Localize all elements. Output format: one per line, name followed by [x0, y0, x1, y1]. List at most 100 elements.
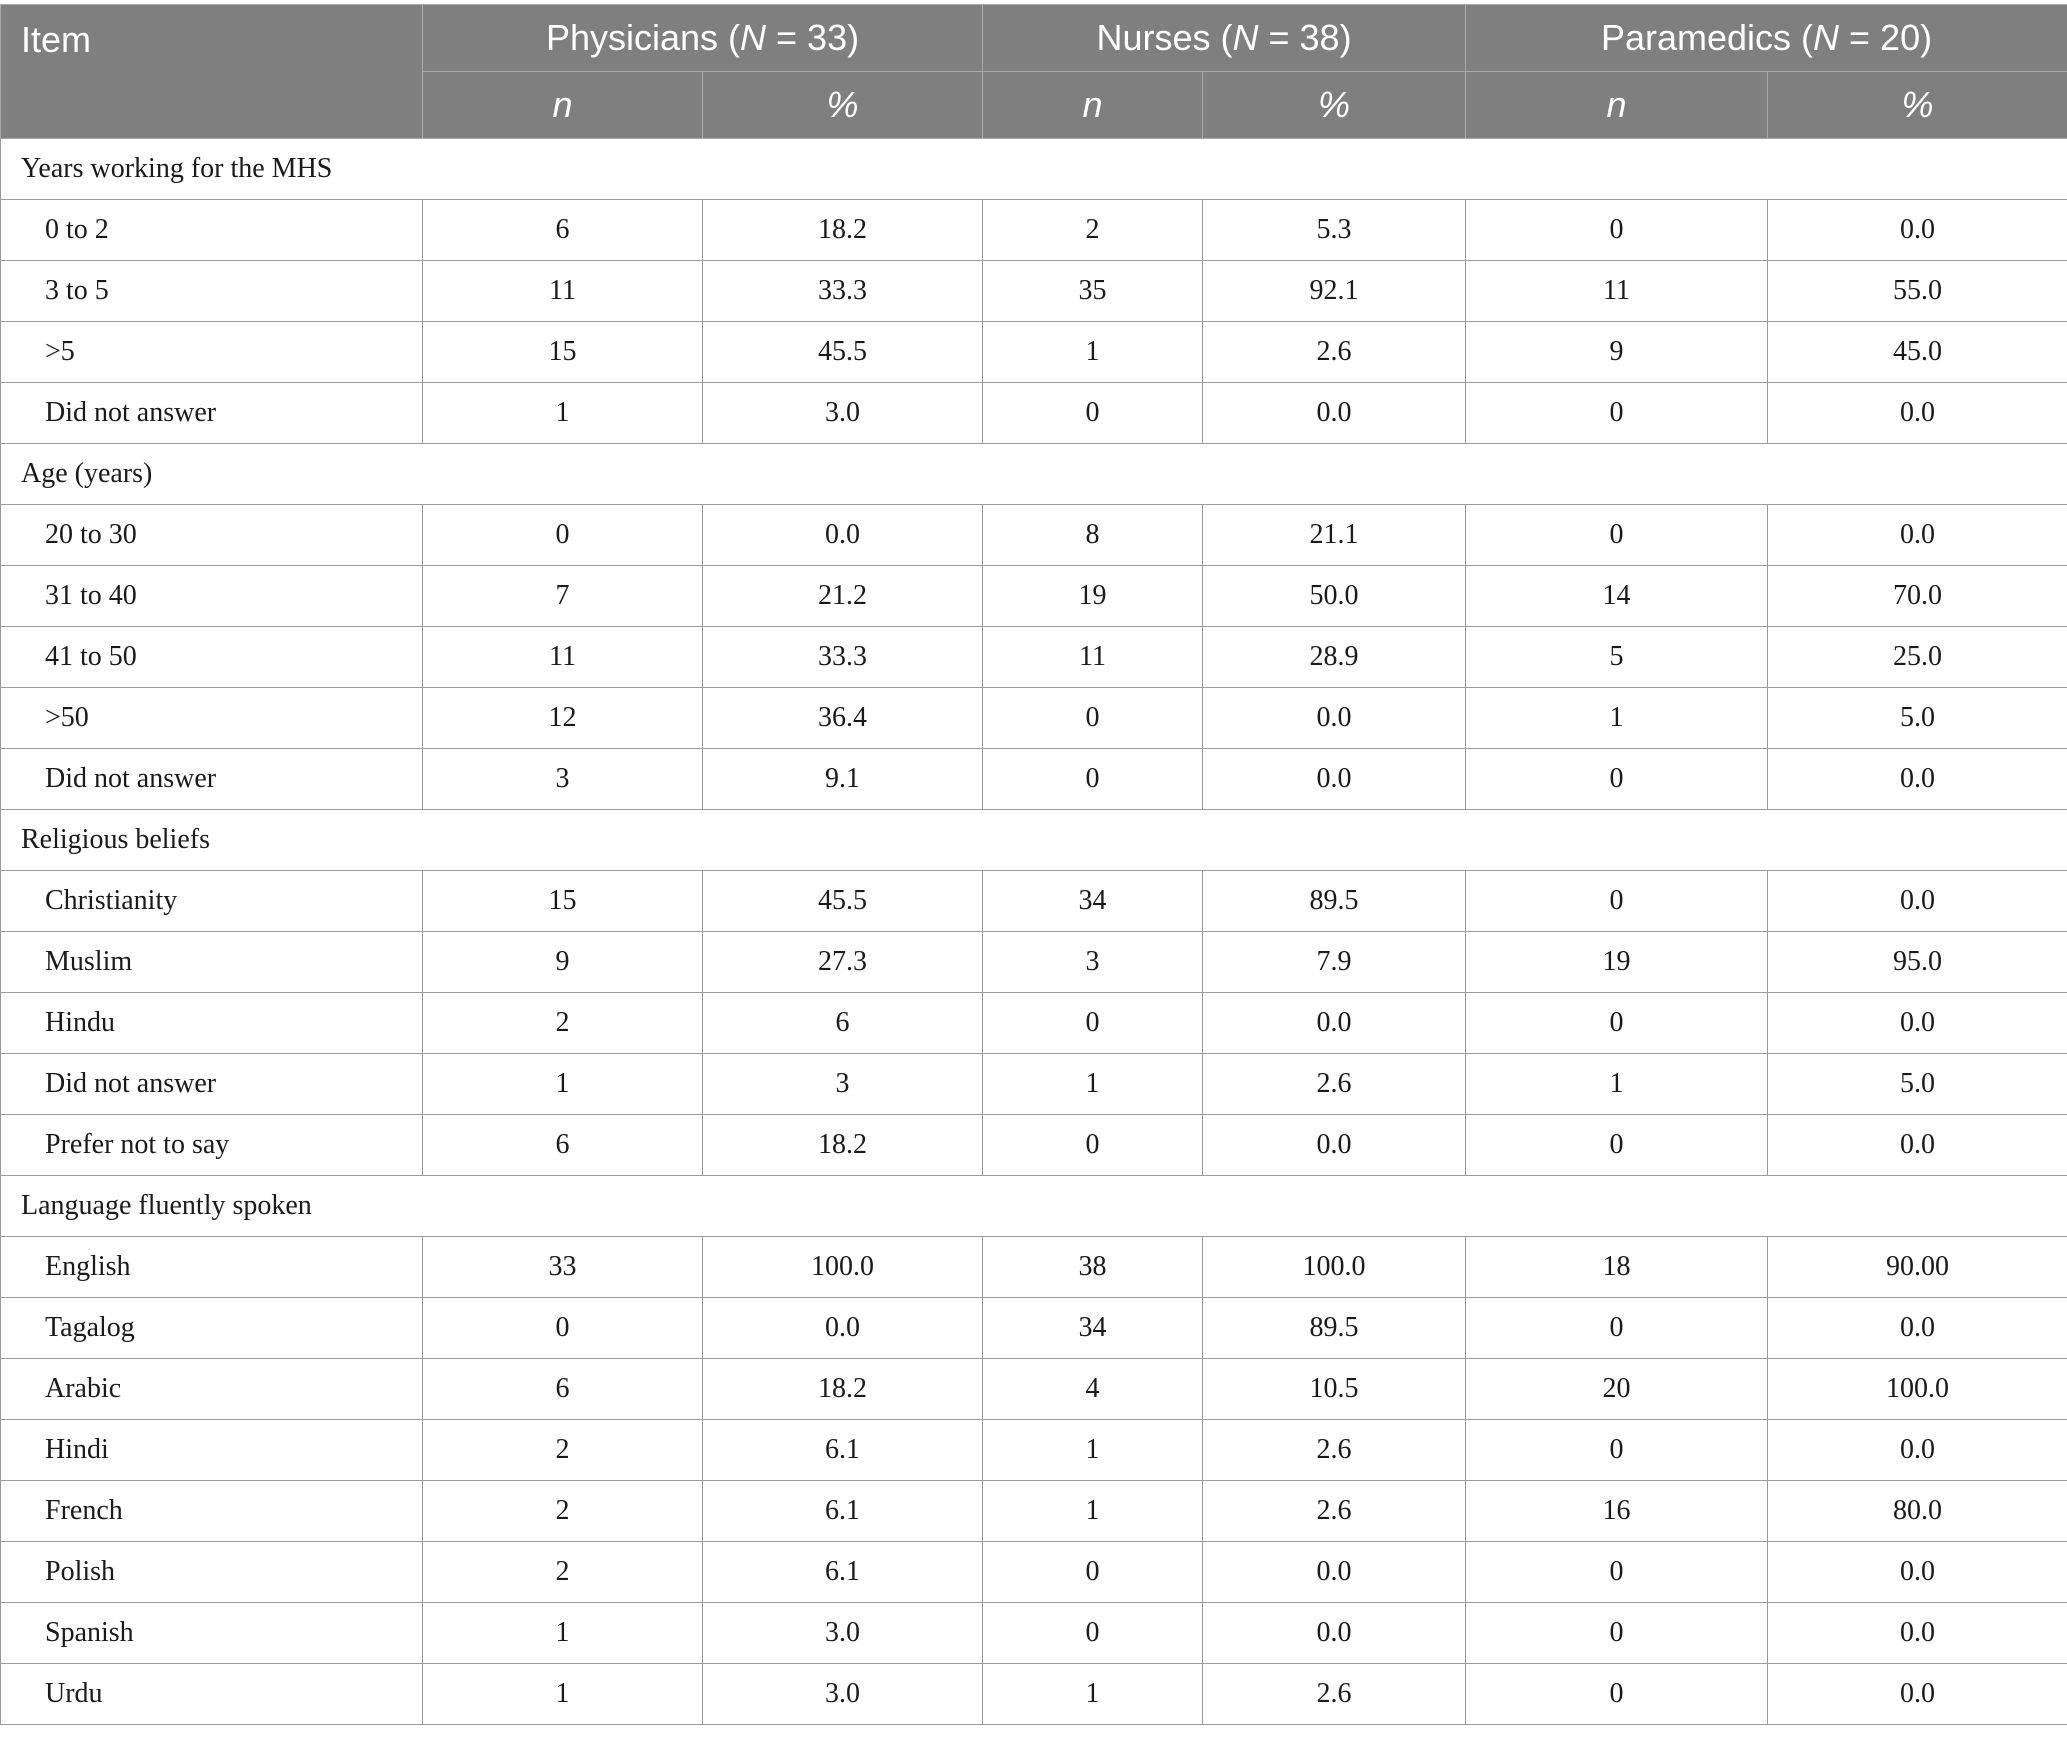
paramedics-pct-cell: 0.0 — [1767, 870, 2067, 932]
table-body: Years working for the MHS 0 to 2 6 18.2 2 5.3… — [0, 138, 2067, 1725]
nurses-n-cell: 35 — [982, 260, 1204, 322]
row-label: 0 to 2 — [0, 199, 423, 261]
table-row: French 2 6.1 1 2.6 16 80.0 — [0, 1480, 2067, 1542]
nurses-n-cell: 34 — [982, 870, 1204, 932]
nurses-pct-cell: 50.0 — [1202, 565, 1467, 627]
paramedics-n-cell: 18 — [1465, 1236, 1769, 1298]
nurses-n-cell: 4 — [982, 1358, 1204, 1420]
paramedics-n-cell: 9 — [1465, 321, 1769, 383]
paramedics-n-cell: 0 — [1465, 1602, 1769, 1664]
paramedics-n-cell: 0 — [1465, 1114, 1769, 1176]
nurses-n-cell: 3 — [982, 931, 1204, 993]
paramedics-pct-cell: 45.0 — [1767, 321, 2067, 383]
row-label: Polish — [0, 1541, 423, 1603]
nurses-n-cell: 0 — [982, 1114, 1204, 1176]
table-header: Item Physicians (N = 33) Nurses (N = 38)… — [0, 4, 2067, 139]
row-label: Did not answer — [0, 748, 423, 810]
nurses-n-cell: 0 — [982, 1541, 1204, 1603]
nurses-pct-cell: 2.6 — [1202, 1419, 1467, 1481]
nurses-pct-cell: 0.0 — [1202, 992, 1467, 1054]
nurses-n-cell: 38 — [982, 1236, 1204, 1298]
row-label: Hindu — [0, 992, 423, 1054]
row-label: Tagalog — [0, 1297, 423, 1359]
physicians-pct-header: % — [701, 71, 984, 139]
paramedics-pct-cell: 100.0 — [1767, 1358, 2067, 1420]
table-row: Polish 2 6.1 0 0.0 0 0.0 — [0, 1541, 2067, 1603]
nurses-pct-cell: 2.6 — [1202, 321, 1467, 383]
paramedics-n-cell: 19 — [1465, 931, 1769, 993]
physicians-pct-cell: 6 — [701, 992, 984, 1054]
physicians-pct-cell: 6.1 — [701, 1541, 984, 1603]
paramedics-pct-cell: 95.0 — [1767, 931, 2067, 993]
physicians-n-header: n — [422, 71, 703, 139]
nurses-n-cell: 1 — [982, 1480, 1204, 1542]
physicians-pct-cell: 6.1 — [701, 1419, 984, 1481]
table-row: Hindi 2 6.1 1 2.6 0 0.0 — [0, 1419, 2067, 1481]
paramedics-pct-cell: 0.0 — [1767, 1541, 2067, 1603]
row-label: 31 to 40 — [0, 565, 423, 627]
nurses-pct-cell: 5.3 — [1202, 199, 1467, 261]
nurses-n-cell: 1 — [982, 1053, 1204, 1115]
physicians-pct-cell: 9.1 — [701, 748, 984, 810]
paramedics-pct-cell: 80.0 — [1767, 1480, 2067, 1542]
section-row: Years working for the MHS — [0, 138, 2067, 200]
table-row: Spanish 1 3.0 0 0.0 0 0.0 — [0, 1602, 2067, 1664]
section-row: Age (years) — [0, 443, 2067, 505]
nurses-pct-cell: 7.9 — [1202, 931, 1467, 993]
table-row: Did not answer 1 3 1 2.6 1 5.0 — [0, 1053, 2067, 1115]
nurses-n-cell: 0 — [982, 992, 1204, 1054]
paramedics-pct-cell: 0.0 — [1767, 504, 2067, 566]
table-row: Christianity 15 45.5 34 89.5 0 0.0 — [0, 870, 2067, 932]
nurses-pct-cell: 28.9 — [1202, 626, 1467, 688]
physicians-n-cell: 1 — [422, 1053, 703, 1115]
nurses-pct-cell: 0.0 — [1202, 1541, 1467, 1603]
physicians-n-cell: 12 — [422, 687, 703, 749]
paramedics-n-cell: 0 — [1465, 1663, 1769, 1725]
nurses-pct-cell: 10.5 — [1202, 1358, 1467, 1420]
physicians-n-cell: 7 — [422, 565, 703, 627]
row-label: Spanish — [0, 1602, 423, 1664]
row-label: 41 to 50 — [0, 626, 423, 688]
physicians-pct-cell: 45.5 — [701, 870, 984, 932]
paramedics-pct-cell: 5.0 — [1767, 1053, 2067, 1115]
nurses-n-cell: 0 — [982, 748, 1204, 810]
row-label: Did not answer — [0, 382, 423, 444]
physicians-pct-cell: 45.5 — [701, 321, 984, 383]
nurses-pct-cell: 2.6 — [1202, 1053, 1467, 1115]
table-row: Prefer not to say 6 18.2 0 0.0 0 0.0 — [0, 1114, 2067, 1176]
row-label: >5 — [0, 321, 423, 383]
paramedics-pct-cell: 0.0 — [1767, 1114, 2067, 1176]
item-column-header: Item — [0, 4, 423, 139]
table-row: >50 12 36.4 0 0.0 1 5.0 — [0, 687, 2067, 749]
paramedics-pct-cell: 0.0 — [1767, 1419, 2067, 1481]
group-name: Physicians — [545, 17, 719, 58]
nurses-pct-cell: 0.0 — [1202, 1602, 1467, 1664]
section-title: Age (years) — [0, 443, 2067, 505]
nurses-n-cell: 1 — [982, 1663, 1204, 1725]
nurses-column-header: Nurses (N = 38) — [982, 4, 1467, 72]
physicians-n-cell: 3 — [422, 748, 703, 810]
paramedics-pct-cell: 25.0 — [1767, 626, 2067, 688]
group-name: Paramedics — [1600, 17, 1792, 58]
paramedics-pct-cell: 55.0 — [1767, 260, 2067, 322]
row-label: Did not answer — [0, 1053, 423, 1115]
demographics-table: Item Physicians (N = 33) Nurses (N = 38)… — [0, 4, 2067, 1725]
physicians-pct-cell: 36.4 — [701, 687, 984, 749]
nurses-pct-cell: 92.1 — [1202, 260, 1467, 322]
group-n-value: = 33) — [766, 17, 860, 58]
nurses-n-cell: 19 — [982, 565, 1204, 627]
group-n-value: = 38) — [1258, 17, 1352, 58]
nurses-pct-cell: 0.0 — [1202, 382, 1467, 444]
physicians-pct-cell: 3.0 — [701, 382, 984, 444]
physicians-n-cell: 9 — [422, 931, 703, 993]
section-title: Language fluently spoken — [0, 1175, 2067, 1237]
physicians-n-cell: 33 — [422, 1236, 703, 1298]
nurses-pct-header: % — [1202, 71, 1467, 139]
paramedics-n-cell: 11 — [1465, 260, 1769, 322]
nurses-pct-cell: 89.5 — [1202, 870, 1467, 932]
physicians-n-cell: 15 — [422, 870, 703, 932]
section-title: Years working for the MHS — [0, 138, 2067, 200]
row-label: Muslim — [0, 931, 423, 993]
paramedics-pct-cell: 0.0 — [1767, 748, 2067, 810]
physicians-pct-cell: 21.2 — [701, 565, 984, 627]
